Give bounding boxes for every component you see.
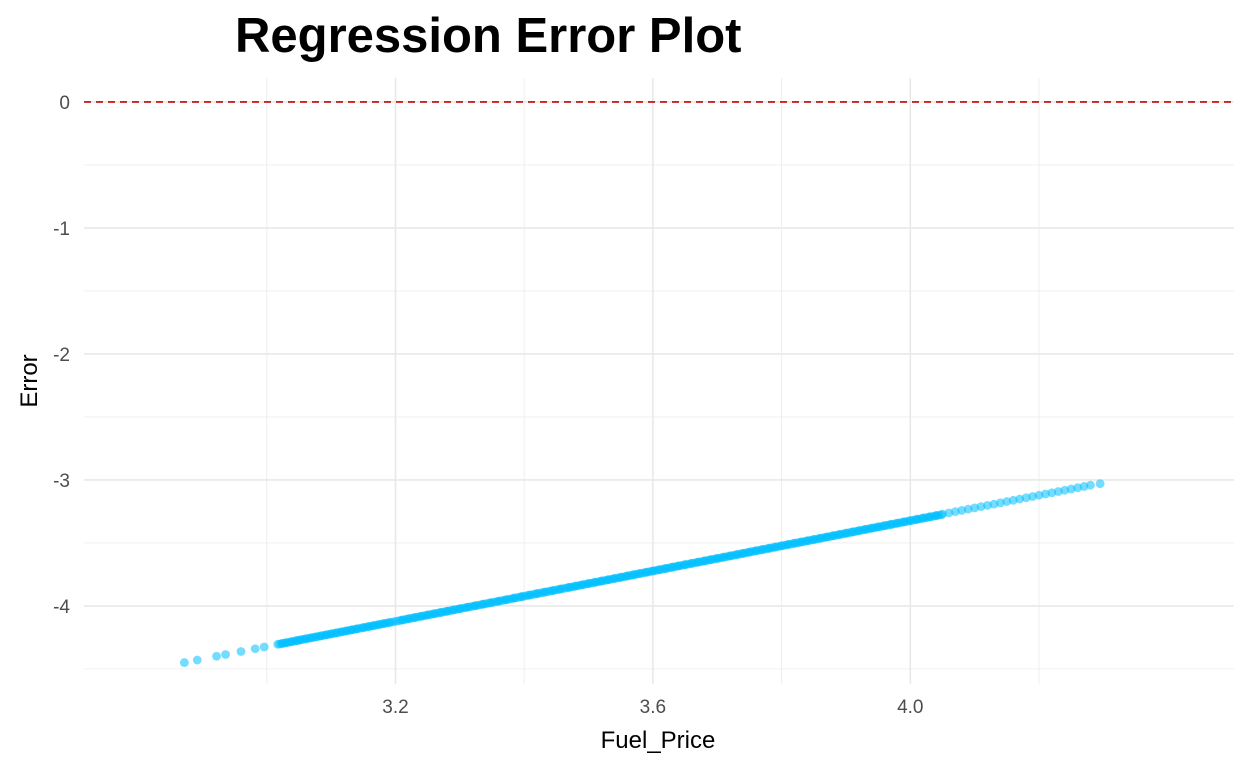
data-point	[212, 651, 221, 661]
data-point	[259, 642, 269, 652]
data-point	[221, 650, 230, 659]
y-tick-label: -4	[53, 597, 70, 618]
x-tick-label: 3.6	[640, 697, 666, 718]
data-points	[179, 479, 1105, 667]
x-axis-tick-labels: 3.2 3.6 4.0	[382, 697, 923, 718]
y-tick-label: 0	[59, 93, 70, 114]
y-tick-label: -2	[53, 345, 70, 366]
x-axis-title: Fuel_Price	[601, 727, 716, 754]
y-axis-title: Error	[16, 354, 43, 407]
data-point	[250, 644, 260, 654]
y-axis-tick-labels: 0 -1 -2 -3 -4	[53, 93, 70, 618]
data-point	[192, 655, 202, 665]
chart-title: Regression Error Plot	[235, 9, 742, 63]
y-tick-label: -3	[53, 471, 70, 492]
data-point	[936, 510, 946, 520]
data-point	[1095, 479, 1105, 489]
minor-gridlines	[84, 78, 1234, 684]
x-tick-label: 3.2	[382, 697, 408, 718]
y-tick-label: -1	[53, 219, 70, 240]
x-tick-label: 4.0	[897, 697, 923, 718]
data-point	[179, 658, 189, 667]
data-point	[1086, 480, 1095, 490]
data-point	[236, 647, 246, 656]
major-gridlines	[84, 78, 1234, 684]
